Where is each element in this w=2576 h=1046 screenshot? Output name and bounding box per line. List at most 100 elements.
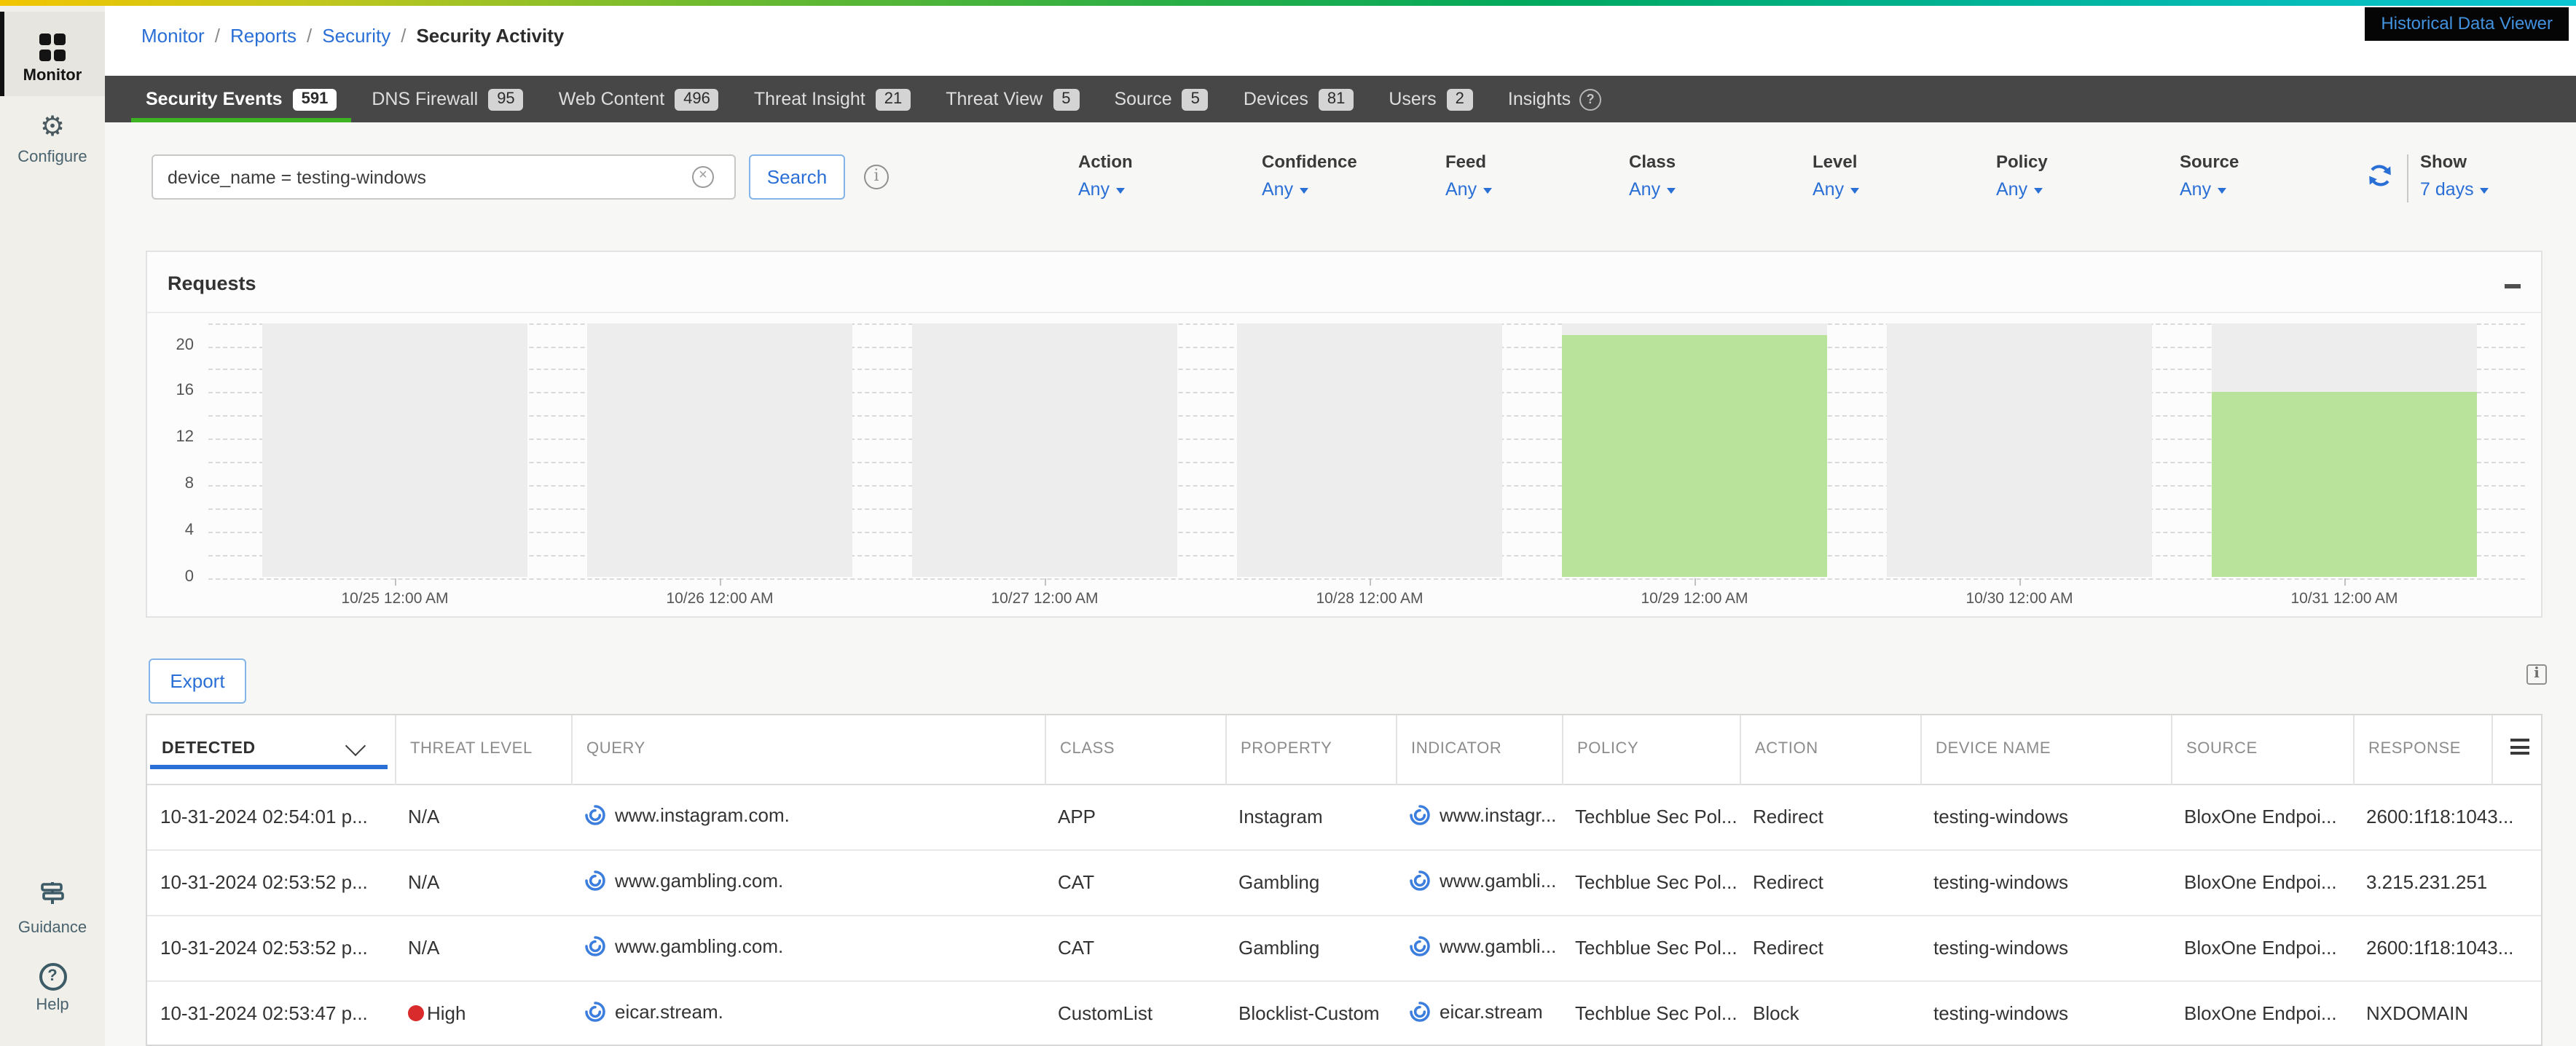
filter-value-dropdown[interactable]: Any bbox=[1078, 179, 1253, 200]
filter-label: Level bbox=[1813, 152, 1858, 172]
tab-label: Security Events bbox=[146, 89, 283, 109]
tab-security-events[interactable]: Security Events 591 bbox=[128, 76, 354, 122]
cell-text: www.instagr... bbox=[1440, 803, 1557, 825]
column-menu-icon[interactable] bbox=[2510, 736, 2529, 758]
column-header-indicator[interactable]: INDICATOR bbox=[1395, 715, 1562, 784]
tab-count-badge: 591 bbox=[292, 88, 337, 110]
cell-class: CAT bbox=[1058, 871, 1095, 893]
filter-value-dropdown[interactable]: Any bbox=[1629, 179, 1804, 200]
column-header-source[interactable]: SOURCE bbox=[2170, 715, 2353, 784]
sidebar-item-monitor[interactable]: Monitor bbox=[0, 12, 105, 96]
column-header-device-name[interactable]: DEVICE NAME bbox=[1920, 715, 2171, 784]
tab-source[interactable]: Source 5 bbox=[1096, 76, 1225, 122]
y-axis-tick-label: 12 bbox=[176, 428, 195, 447]
cell-source: BloxOne Endpoi... bbox=[2184, 806, 2337, 827]
monitor-grid-icon bbox=[39, 34, 66, 60]
cell-query: eicar.stream. bbox=[571, 980, 1045, 1045]
sort-indicator bbox=[150, 764, 388, 768]
tab-threat-insight[interactable]: Threat Insight 21 bbox=[737, 76, 928, 122]
column-header-response[interactable]: RESPONSE bbox=[2352, 715, 2491, 784]
x-axis-tick-label: 10/27 12:00 AM bbox=[991, 590, 1099, 607]
tab-devices[interactable]: Devices 81 bbox=[1226, 76, 1371, 122]
request-bar[interactable] bbox=[1562, 334, 1827, 578]
sidebar-item-guidance[interactable]: Guidance bbox=[0, 880, 105, 947]
search-info-icon[interactable] bbox=[864, 165, 889, 189]
column-header-label: SOURCE bbox=[2186, 740, 2258, 758]
filter-label: Action bbox=[1078, 152, 1133, 172]
x-axis-tick bbox=[2019, 578, 2021, 585]
cell-policy: Techblue Sec Pol... bbox=[1575, 806, 1737, 827]
table-row[interactable]: 10-31-2024 02:53:52 p... N/A www.gambling.… bbox=[147, 915, 2541, 980]
sidebar-item-help[interactable]: Help bbox=[0, 962, 105, 1029]
export-button[interactable]: Export bbox=[149, 658, 246, 704]
filter-label: Class bbox=[1629, 152, 1676, 172]
historical-data-viewer-button[interactable]: Historical Data Viewer bbox=[2365, 7, 2569, 40]
sidebar-item-label: Help bbox=[36, 996, 69, 1014]
breadcrumb-link[interactable]: Monitor bbox=[141, 25, 205, 47]
collapse-panel-icon[interactable] bbox=[2505, 284, 2521, 288]
clear-search-icon[interactable] bbox=[692, 166, 714, 188]
search-button[interactable]: Search bbox=[749, 154, 845, 200]
filter-value-dropdown[interactable]: Any bbox=[2180, 179, 2355, 200]
column-header-detected[interactable]: DETECTED bbox=[147, 715, 395, 784]
cell-response: 3.215.231.251 bbox=[2366, 871, 2488, 893]
refresh-icon[interactable] bbox=[2366, 162, 2394, 189]
requests-chart-panel: Requests 0 4 8 12 16 20 10/25 12:00 AM 10/26 12… bbox=[146, 251, 2542, 618]
column-header-policy[interactable]: POLICY bbox=[1561, 715, 1740, 784]
filter-value-dropdown[interactable]: Any bbox=[1262, 179, 1437, 200]
filter-value-dropdown[interactable]: Any bbox=[1445, 179, 1620, 200]
cell-property: Blocklist-Custom bbox=[1238, 1002, 1380, 1025]
indicator-lookup-icon[interactable] bbox=[584, 803, 606, 830]
signpost-icon bbox=[39, 882, 66, 912]
column-header-query[interactable]: QUERY bbox=[570, 715, 1045, 784]
filter-divider bbox=[2407, 154, 2408, 202]
request-bar[interactable] bbox=[2212, 392, 2477, 578]
cell-device-name: testing-windows bbox=[1933, 937, 2068, 959]
indicator-lookup-icon[interactable] bbox=[1409, 935, 1431, 961]
filter-policy: Policy Any bbox=[1996, 152, 2171, 200]
tab-dns-firewall[interactable]: DNS Firewall 95 bbox=[354, 76, 541, 122]
cell-text: www.gambli... bbox=[1440, 935, 1557, 956]
show-filter-label: Show bbox=[2420, 152, 2467, 172]
table-row[interactable]: 10-31-2024 02:53:52 p... N/A www.gambling.… bbox=[147, 849, 2541, 915]
cell-class: CustomList bbox=[1058, 1002, 1153, 1025]
filter-value-dropdown[interactable]: Any bbox=[1996, 179, 2171, 200]
tab-users[interactable]: Users 2 bbox=[1371, 76, 1491, 122]
indicator-lookup-icon[interactable] bbox=[1409, 803, 1431, 830]
column-header-property[interactable]: PROPERTY bbox=[1225, 715, 1396, 784]
indicator-lookup-icon[interactable] bbox=[1409, 869, 1431, 895]
tab-label: Users bbox=[1389, 89, 1437, 109]
filter-value: Any bbox=[1813, 179, 1845, 200]
indicator-lookup-icon[interactable] bbox=[584, 1001, 606, 1027]
cell-text: eicar.stream bbox=[1440, 1000, 1543, 1023]
sidebar-item-configure[interactable]: Configure bbox=[0, 114, 105, 186]
breadcrumb-link[interactable]: Reports bbox=[229, 25, 297, 47]
column-header-action[interactable]: ACTION bbox=[1739, 715, 1920, 784]
breadcrumb-link[interactable]: Security bbox=[322, 25, 391, 47]
day-band bbox=[262, 323, 527, 578]
tab-count-badge: 81 bbox=[1318, 88, 1354, 110]
table-row[interactable]: 10-31-2024 02:53:47 p... High eicar.stream… bbox=[147, 980, 2541, 1045]
table-info-icon[interactable] bbox=[2526, 664, 2547, 685]
tab-web-content[interactable]: Web Content 496 bbox=[541, 76, 737, 122]
table-row[interactable]: 10-31-2024 02:54:01 p... N/A www.instagram… bbox=[147, 784, 2541, 849]
filter-label: Confidence bbox=[1262, 152, 1357, 172]
search-input[interactable] bbox=[152, 154, 736, 200]
indicator-lookup-icon[interactable] bbox=[1409, 1001, 1431, 1027]
column-header-class[interactable]: CLASS bbox=[1044, 715, 1225, 784]
indicator-lookup-icon[interactable] bbox=[584, 935, 606, 961]
tab-insights[interactable]: Insights bbox=[1491, 76, 1619, 122]
indicator-lookup-icon[interactable] bbox=[584, 869, 606, 895]
cell-query: www.gambling.com. bbox=[571, 915, 1045, 980]
y-axis-tick-label: 4 bbox=[184, 521, 194, 539]
tab-threat-view[interactable]: Threat View 5 bbox=[928, 76, 1096, 122]
cell-source: BloxOne Endpoi... bbox=[2184, 937, 2337, 959]
filter-value-dropdown[interactable]: Any bbox=[1813, 179, 1987, 200]
cell-text: www.gambli... bbox=[1440, 869, 1557, 891]
show-filter-value[interactable]: 7 days bbox=[2420, 179, 2551, 200]
x-axis-tick bbox=[2344, 578, 2346, 585]
x-axis-tick-label: 10/28 12:00 AM bbox=[1316, 590, 1424, 607]
filter-value: Any bbox=[2180, 179, 2212, 200]
sort-chevron-down-icon[interactable] bbox=[344, 735, 366, 757]
column-header-threat-level[interactable]: THREAT LEVEL bbox=[394, 715, 571, 784]
